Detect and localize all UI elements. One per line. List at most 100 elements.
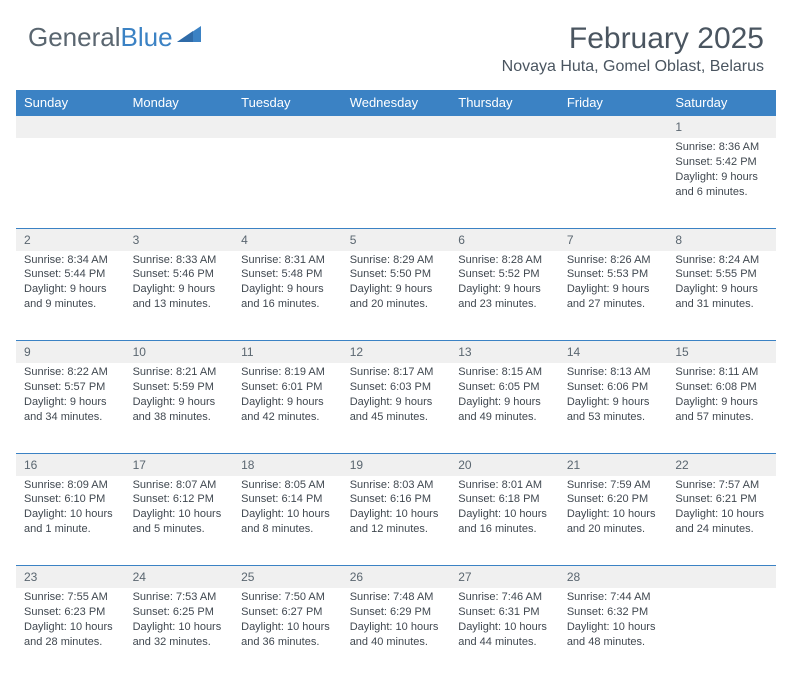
day-number: 8 — [675, 233, 682, 247]
day-content-cell: Sunrise: 7:46 AMSunset: 6:31 PMDaylight:… — [450, 588, 559, 678]
daylight-line: Daylight: 10 hours and 24 minutes. — [675, 507, 768, 537]
week-1-daynum-row: 2345678 — [16, 228, 776, 251]
sunset-line: Sunset: 6:01 PM — [241, 380, 334, 395]
sunrise-line: Sunrise: 8:34 AM — [24, 253, 117, 268]
sunset-line: Sunset: 6:27 PM — [241, 605, 334, 620]
day-content-cell: Sunrise: 7:53 AMSunset: 6:25 PMDaylight:… — [125, 588, 234, 678]
sunset-line: Sunset: 6:31 PM — [458, 605, 551, 620]
day-num-cell: 20 — [450, 453, 559, 476]
sunrise-line: Sunrise: 8:26 AM — [567, 253, 660, 268]
daylight-line: Daylight: 10 hours and 1 minute. — [24, 507, 117, 537]
sunrise-line: Sunrise: 7:46 AM — [458, 590, 551, 605]
day-number: 26 — [350, 570, 363, 584]
day-number: 21 — [567, 458, 580, 472]
daylight-line: Daylight: 9 hours and 53 minutes. — [567, 395, 660, 425]
sunset-line: Sunset: 5:46 PM — [133, 267, 226, 282]
sunset-line: Sunset: 6:21 PM — [675, 492, 768, 507]
day-number: 10 — [133, 345, 146, 359]
triangle-icon — [177, 24, 203, 49]
day-num-cell: 14 — [559, 341, 668, 364]
day-content-cell: Sunrise: 8:05 AMSunset: 6:14 PMDaylight:… — [233, 476, 342, 566]
daylight-line: Daylight: 9 hours and 45 minutes. — [350, 395, 443, 425]
day-content-cell: Sunrise: 8:09 AMSunset: 6:10 PMDaylight:… — [16, 476, 125, 566]
sunset-line: Sunset: 6:20 PM — [567, 492, 660, 507]
day-num-cell — [559, 116, 668, 139]
day-num-cell: 1 — [667, 116, 776, 139]
sunrise-line: Sunrise: 8:36 AM — [675, 140, 768, 155]
day-content-cell: Sunrise: 8:15 AMSunset: 6:05 PMDaylight:… — [450, 363, 559, 453]
day-content-cell: Sunrise: 8:28 AMSunset: 5:52 PMDaylight:… — [450, 251, 559, 341]
title-block: February 2025 Novaya Huta, Gomel Oblast,… — [502, 22, 764, 76]
day-number: 15 — [675, 345, 688, 359]
day-content-cell: Sunrise: 8:07 AMSunset: 6:12 PMDaylight:… — [125, 476, 234, 566]
day-num-cell — [667, 566, 776, 589]
daylight-line: Daylight: 9 hours and 38 minutes. — [133, 395, 226, 425]
sunset-line: Sunset: 5:59 PM — [133, 380, 226, 395]
sunrise-line: Sunrise: 7:50 AM — [241, 590, 334, 605]
day-number: 11 — [241, 345, 253, 359]
day-number: 22 — [675, 458, 688, 472]
day-number: 2 — [24, 233, 31, 247]
day-num-cell: 16 — [16, 453, 125, 476]
sunrise-line: Sunrise: 7:59 AM — [567, 478, 660, 493]
day-number: 3 — [133, 233, 140, 247]
sunset-line: Sunset: 5:48 PM — [241, 267, 334, 282]
sunrise-line: Sunrise: 7:48 AM — [350, 590, 443, 605]
sunset-line: Sunset: 6:14 PM — [241, 492, 334, 507]
sunset-line: Sunset: 6:12 PM — [133, 492, 226, 507]
day-content-cell: Sunrise: 7:55 AMSunset: 6:23 PMDaylight:… — [16, 588, 125, 678]
day-num-cell: 12 — [342, 341, 451, 364]
day-content-cell: Sunrise: 8:34 AMSunset: 5:44 PMDaylight:… — [16, 251, 125, 341]
day-number: 6 — [458, 233, 465, 247]
day-content-cell: Sunrise: 8:29 AMSunset: 5:50 PMDaylight:… — [342, 251, 451, 341]
day-number: 7 — [567, 233, 574, 247]
logo-part1: General — [28, 22, 121, 52]
sunrise-line: Sunrise: 8:03 AM — [350, 478, 443, 493]
daylight-line: Daylight: 10 hours and 12 minutes. — [350, 507, 443, 537]
day-num-cell — [233, 116, 342, 139]
day-number: 1 — [675, 120, 682, 134]
daylight-line: Daylight: 9 hours and 23 minutes. — [458, 282, 551, 312]
location: Novaya Huta, Gomel Oblast, Belarus — [502, 58, 764, 76]
weekday-sunday: Sunday — [16, 90, 125, 116]
day-content-cell: Sunrise: 8:31 AMSunset: 5:48 PMDaylight:… — [233, 251, 342, 341]
weekday-friday: Friday — [559, 90, 668, 116]
week-4-content-row: Sunrise: 7:55 AMSunset: 6:23 PMDaylight:… — [16, 588, 776, 678]
daylight-line: Daylight: 9 hours and 27 minutes. — [567, 282, 660, 312]
day-number: 25 — [241, 570, 254, 584]
sunrise-line: Sunrise: 8:31 AM — [241, 253, 334, 268]
weekday-thursday: Thursday — [450, 90, 559, 116]
sunrise-line: Sunrise: 8:07 AM — [133, 478, 226, 493]
sunset-line: Sunset: 5:42 PM — [675, 155, 768, 170]
week-2-daynum-row: 9101112131415 — [16, 341, 776, 364]
day-num-cell: 25 — [233, 566, 342, 589]
day-num-cell: 22 — [667, 453, 776, 476]
day-content-cell: Sunrise: 8:22 AMSunset: 5:57 PMDaylight:… — [16, 363, 125, 453]
day-num-cell: 21 — [559, 453, 668, 476]
daylight-line: Daylight: 10 hours and 48 minutes. — [567, 620, 660, 650]
day-number: 16 — [24, 458, 37, 472]
day-content-cell — [559, 138, 668, 228]
sunrise-line: Sunrise: 7:53 AM — [133, 590, 226, 605]
day-num-cell — [342, 116, 451, 139]
day-num-cell: 11 — [233, 341, 342, 364]
sunset-line: Sunset: 6:16 PM — [350, 492, 443, 507]
logo: GeneralBlue — [28, 22, 203, 53]
sunrise-line: Sunrise: 8:33 AM — [133, 253, 226, 268]
daylight-line: Daylight: 9 hours and 9 minutes. — [24, 282, 117, 312]
daylight-line: Daylight: 9 hours and 34 minutes. — [24, 395, 117, 425]
day-num-cell: 8 — [667, 228, 776, 251]
day-num-cell: 27 — [450, 566, 559, 589]
daylight-line: Daylight: 9 hours and 31 minutes. — [675, 282, 768, 312]
sunset-line: Sunset: 5:53 PM — [567, 267, 660, 282]
day-content-cell: Sunrise: 8:13 AMSunset: 6:06 PMDaylight:… — [559, 363, 668, 453]
sunrise-line: Sunrise: 8:29 AM — [350, 253, 443, 268]
day-content-cell — [342, 138, 451, 228]
day-number: 20 — [458, 458, 471, 472]
sunrise-line: Sunrise: 8:13 AM — [567, 365, 660, 380]
sunset-line: Sunset: 6:08 PM — [675, 380, 768, 395]
day-content-cell: Sunrise: 8:26 AMSunset: 5:53 PMDaylight:… — [559, 251, 668, 341]
sunrise-line: Sunrise: 8:11 AM — [675, 365, 768, 380]
day-num-cell: 3 — [125, 228, 234, 251]
day-num-cell: 4 — [233, 228, 342, 251]
